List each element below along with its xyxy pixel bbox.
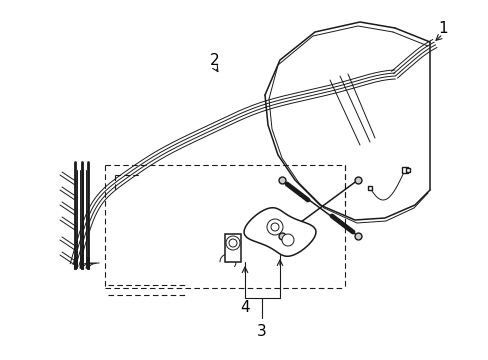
Circle shape — [266, 219, 283, 235]
Circle shape — [270, 223, 279, 231]
Circle shape — [225, 236, 240, 250]
Text: 3: 3 — [257, 324, 266, 339]
Text: 1: 1 — [437, 21, 447, 36]
Circle shape — [228, 239, 237, 247]
Text: 2: 2 — [210, 53, 220, 68]
Polygon shape — [244, 208, 315, 256]
Text: 4: 4 — [240, 301, 249, 315]
Circle shape — [282, 234, 293, 246]
Bar — [224, 234, 241, 262]
